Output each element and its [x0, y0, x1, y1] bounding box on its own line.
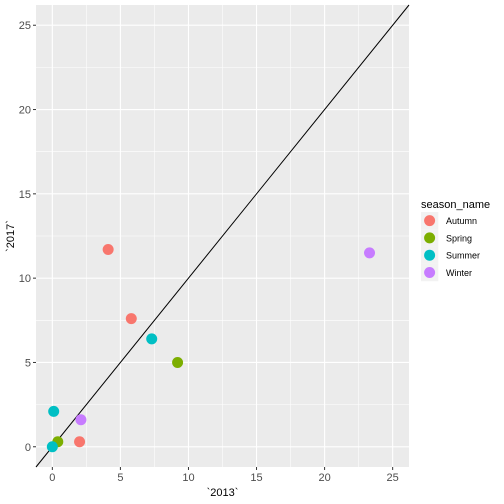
legend-label-summer: Summer — [446, 251, 480, 261]
legend-key-spring — [424, 232, 436, 244]
data-points — [46, 243, 376, 453]
y-axis-title: `2017` — [5, 220, 17, 252]
y-tick-label: 20 — [19, 105, 31, 117]
data-point-spring — [172, 356, 184, 368]
reference-line-group — [35, 4, 410, 468]
legend-title: season_name — [421, 199, 490, 211]
legend-key-summer — [424, 249, 436, 261]
data-point-summer — [46, 441, 58, 453]
y-tick-label: 25 — [19, 20, 31, 32]
x-tick-label: 5 — [117, 472, 123, 484]
x-tick-label: 0 — [49, 472, 55, 484]
data-point-winter — [75, 414, 87, 426]
x-tick-label: 25 — [387, 472, 399, 484]
legend-key-winter — [424, 267, 436, 278]
x-axis-ticks: 0 5 10 15 20 25 — [49, 467, 399, 484]
identity-line — [35, 4, 410, 468]
data-point-summer — [146, 333, 158, 345]
legend: season_name Autumn Spring Summer Winter — [421, 199, 490, 282]
y-tick-label: 15 — [19, 189, 31, 201]
y-tick-label: 0 — [25, 442, 31, 454]
y-tick-label: 5 — [25, 357, 31, 369]
x-tick-label: 20 — [318, 472, 330, 484]
data-point-summer — [48, 405, 60, 417]
x-tick-label: 10 — [182, 472, 194, 484]
data-point-autumn — [102, 243, 114, 255]
legend-key-autumn — [424, 215, 436, 227]
data-point-autumn — [125, 313, 137, 325]
legend-label-autumn: Autumn — [446, 216, 477, 226]
x-tick-label: 15 — [250, 472, 262, 484]
data-point-winter — [364, 247, 376, 259]
data-point-autumn — [74, 436, 86, 448]
x-axis-title: `2013` — [207, 487, 239, 499]
legend-label-spring: Spring — [446, 233, 472, 243]
y-axis-ticks: 0 5 10 15 20 25 — [19, 20, 36, 454]
y-tick-label: 10 — [19, 273, 31, 285]
legend-label-winter: Winter — [446, 268, 472, 278]
major-gridlines — [36, 5, 409, 467]
